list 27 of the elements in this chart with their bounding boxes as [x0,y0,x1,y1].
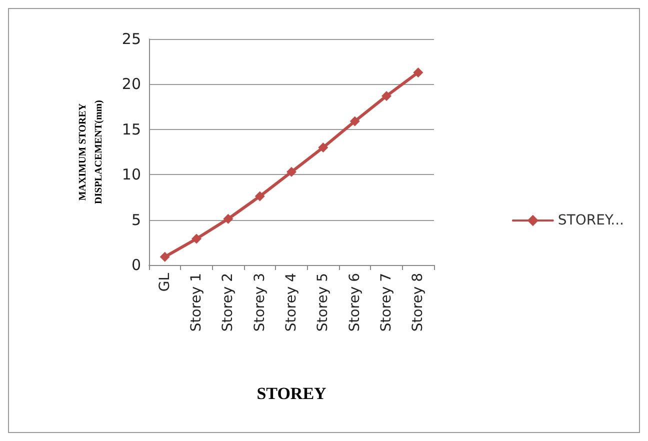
y-tick-label: 0 [131,256,141,274]
y-tick-label: 5 [131,210,141,229]
point [160,252,170,262]
x-tick-label: Storey 2 [220,273,236,332]
point [350,116,360,126]
y-axis-title: MAXIMUM STOREY DISPLACEMENT(mm) [78,100,104,204]
x-tick-label: Storey 4 [284,272,300,332]
y-tick-label: 25 [122,30,141,48]
legend-label: STOREY... [558,212,624,228]
x-tick-label: Storey 6 [346,272,363,332]
y-tick-label: 15 [122,120,141,138]
point [382,90,392,101]
x-tick-label: Storey 8 [410,273,426,332]
y-tick-label: 10 [122,166,141,184]
point [223,214,234,224]
x-axis-title: STOREY [256,384,326,403]
point [318,142,328,152]
x-tick-label: Storey 5 [315,273,332,332]
point [192,234,202,244]
point [413,67,424,78]
y-tick-label: 20 [122,75,141,94]
point [286,166,296,177]
point [254,191,265,202]
x-tick-label: Storey 7 [378,273,394,332]
x-tick-label: GL [156,272,173,292]
x-tick-label: Storey 3 [252,273,268,332]
x-tick-label: Storey 1 [188,273,204,332]
